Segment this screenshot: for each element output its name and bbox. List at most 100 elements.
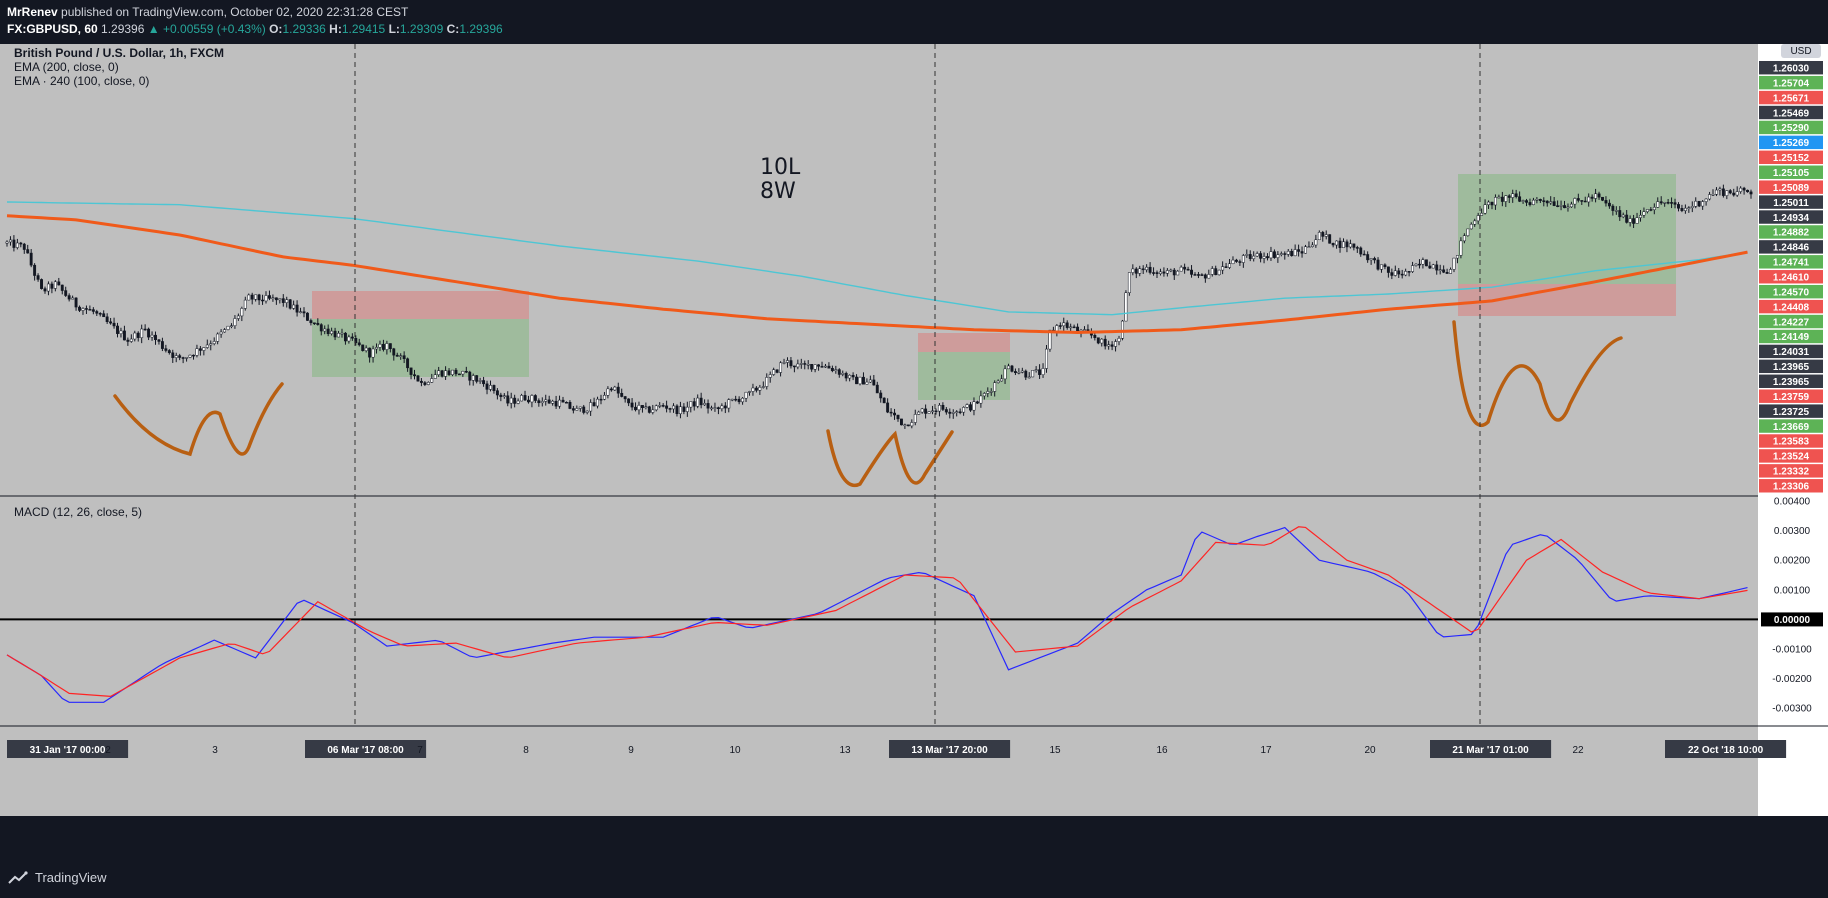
tradingview-logo[interactable]: TradingView (8, 870, 107, 885)
candle-body (927, 411, 931, 414)
price-tags: 1.26030 1.25704 1.25671 1.25469 1.25290 1.252… (1759, 61, 1823, 493)
candle-body (1159, 271, 1162, 274)
ema-200-legend[interactable]: EMA (200, close, 0) (14, 60, 119, 74)
candle-body (1335, 240, 1339, 246)
price-tag-label: 1.23669 (1773, 422, 1810, 433)
candle-body (1521, 200, 1525, 202)
candle-body (975, 401, 979, 404)
price-tag: 1.25269 (1759, 135, 1823, 149)
price-tag-label: 1.24934 (1773, 213, 1810, 224)
candle-body (1659, 201, 1663, 204)
currency-label[interactable]: USD (1790, 46, 1811, 57)
candle-body (1559, 205, 1563, 207)
candle-body (1614, 210, 1618, 212)
candle-body (989, 391, 993, 393)
candle-body (1718, 188, 1722, 191)
candle-body (9, 239, 12, 243)
price-tag-label: 1.25011 (1773, 198, 1809, 209)
candle-body (1466, 228, 1470, 236)
candle-body (672, 405, 675, 410)
price-tag: 1.24031 (1759, 344, 1823, 358)
macd-legend[interactable]: MACD (12, 26, close, 5) (14, 505, 142, 519)
candle-body (1697, 200, 1701, 207)
time-axis[interactable]: 31 Jan '17 00:00 2 3 06 Mar '17 08:00 7 8 9 10 1… (7, 740, 1787, 758)
candle-body (316, 322, 320, 325)
candle-body (865, 381, 869, 385)
candle-body (281, 298, 285, 303)
candle-body (385, 343, 389, 350)
candle-body (806, 363, 810, 366)
time-tick-label: 8 (523, 745, 529, 756)
candle-body (195, 348, 199, 356)
candle-body (1172, 269, 1176, 276)
candle-body (544, 399, 548, 402)
open-label: O: (269, 22, 283, 36)
candle-body (1649, 209, 1653, 211)
candle-body (1321, 232, 1325, 237)
ema-240-legend[interactable]: EMA · 240 (100, close, 0) (14, 74, 149, 88)
candle-body (1217, 269, 1221, 276)
candle-body (613, 386, 617, 391)
candle-body (84, 308, 88, 310)
candle-body (302, 311, 306, 314)
candle-body (509, 397, 513, 404)
candle-body (1604, 200, 1608, 204)
candle-body (1421, 259, 1425, 265)
candle-body (1590, 196, 1594, 199)
candle-body (1304, 246, 1307, 254)
candle-body (1238, 261, 1242, 263)
candle-body (1058, 325, 1062, 327)
author-name[interactable]: MrRenev (7, 5, 58, 19)
chart-canvas[interactable]: 1.26030 1.25704 1.25671 1.25469 1.25290 1.252… (0, 44, 1828, 860)
price-tag-label: 1.23759 (1773, 392, 1810, 403)
candle-body (682, 406, 686, 412)
candle-body (368, 347, 372, 358)
candle-body (1345, 241, 1349, 248)
price-tag-bg (1759, 255, 1823, 269)
candle-body (986, 391, 990, 394)
candle-body (333, 330, 337, 338)
candle-body (1048, 329, 1052, 350)
price-tag: 1.24741 (1759, 255, 1823, 269)
price-tag-bg (1759, 299, 1823, 314)
candle-body (765, 377, 769, 387)
candle-body (1462, 235, 1466, 242)
candle-body (523, 395, 527, 401)
candle-body (1362, 253, 1366, 256)
candle-body (665, 405, 669, 409)
candle-body (1300, 251, 1304, 254)
price-pane (5, 174, 1753, 488)
currency-button[interactable] (1781, 44, 1821, 58)
candle-body (1625, 214, 1629, 223)
candle-body (426, 382, 430, 385)
candle-body (734, 398, 738, 401)
candle-body (1103, 338, 1107, 347)
candle-body (917, 411, 921, 415)
candle-body (1518, 196, 1522, 202)
candle-body (658, 405, 662, 407)
candle-body (1739, 187, 1743, 192)
candle-body (1411, 265, 1415, 272)
candle-body (1549, 201, 1553, 204)
candle-body (758, 387, 762, 391)
macd-tick-label: 0.00100 (1774, 585, 1811, 596)
candle-body (198, 348, 202, 351)
candle-body (109, 321, 113, 324)
candle-body (1148, 266, 1152, 273)
price-tag-label: 1.25469 (1773, 108, 1810, 119)
macd-zero-tag (1761, 612, 1823, 627)
candle-body (1000, 378, 1004, 382)
time-tick-label: 22 (1572, 745, 1584, 756)
candle-body (1124, 292, 1128, 322)
candle-body (1490, 201, 1494, 206)
candle-body (1628, 218, 1632, 223)
candle-body (1746, 189, 1749, 193)
candle-body (937, 404, 941, 412)
candle-body (1203, 274, 1207, 279)
candle-body (1428, 265, 1432, 269)
candle-body (122, 330, 126, 341)
time-marker-label: 06 Mar '17 08:00 (327, 745, 404, 756)
candle-body (903, 424, 907, 427)
price-tag-bg (1759, 61, 1823, 75)
candle-body (554, 400, 558, 407)
